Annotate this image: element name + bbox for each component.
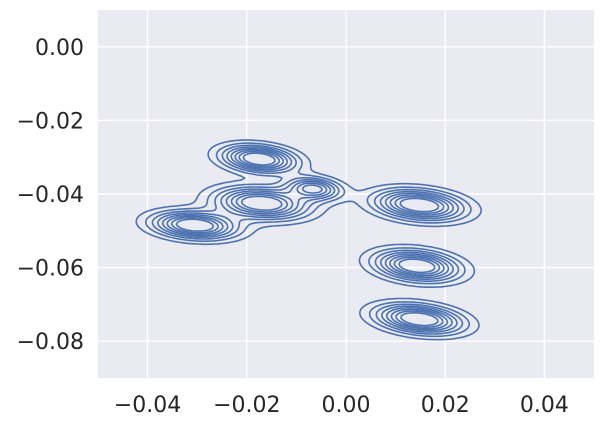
x-tick-label: −0.04	[114, 393, 181, 418]
x-tick-label: 0.00	[322, 393, 371, 418]
y-tick-label: −0.08	[17, 330, 84, 355]
contour-line	[161, 147, 455, 332]
contour-line	[170, 150, 445, 328]
contour-layer	[135, 139, 482, 341]
contour-line	[135, 139, 482, 341]
y-tick-label: −0.02	[17, 109, 84, 134]
x-axis-ticks: −0.04 −0.02 0.00 0.02 0.04	[114, 393, 569, 418]
y-tick-label: −0.06	[17, 257, 84, 282]
contour-line	[145, 142, 472, 338]
contour-line	[175, 152, 440, 327]
y-axis-ticks: 0.00 −0.02 −0.04 −0.06 −0.08	[17, 36, 84, 355]
y-tick-label: 0.00	[35, 36, 84, 61]
x-tick-label: 0.04	[520, 393, 569, 418]
contour-line	[166, 149, 450, 330]
x-tick-label: 0.02	[421, 393, 470, 418]
y-tick-label: −0.04	[17, 183, 84, 208]
contour-line	[157, 146, 460, 333]
contour-line	[151, 144, 465, 335]
x-tick-label: −0.02	[213, 393, 280, 418]
